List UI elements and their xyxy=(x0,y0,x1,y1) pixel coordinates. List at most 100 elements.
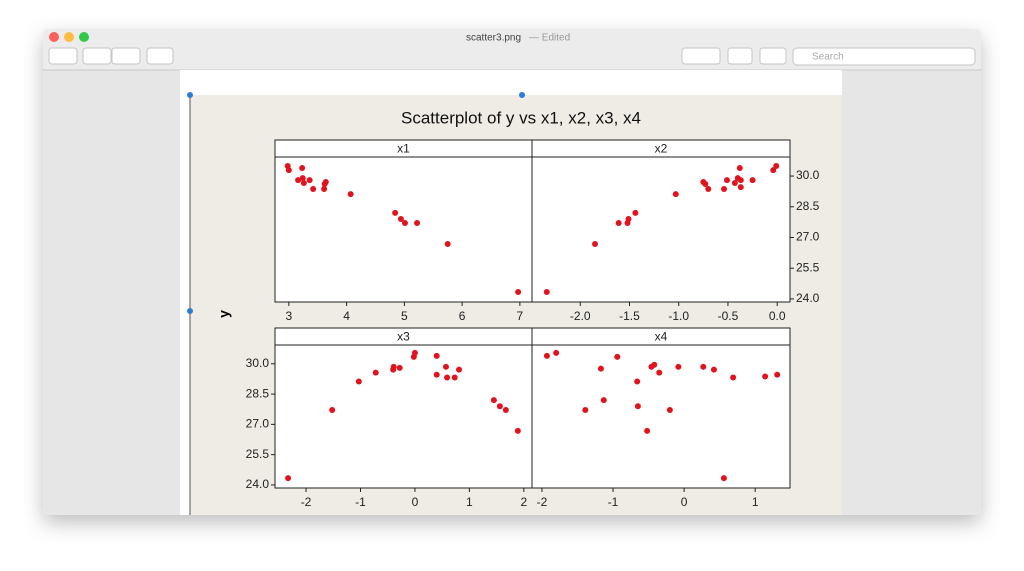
zoom-out-button[interactable] xyxy=(82,47,112,65)
point xyxy=(723,177,730,184)
point xyxy=(490,397,497,404)
point xyxy=(392,209,399,216)
point xyxy=(299,165,306,172)
zoom-button[interactable] xyxy=(79,32,89,42)
point xyxy=(300,180,307,187)
selection-handle[interactable] xyxy=(187,92,193,98)
panel-title: x4 xyxy=(655,330,668,344)
point xyxy=(582,407,589,414)
point xyxy=(433,352,440,359)
point xyxy=(514,427,521,434)
figure-title: Scatterplot of y vs x1, x2, x3, x4 xyxy=(401,108,641,127)
panel-strip xyxy=(531,139,791,158)
markup-button[interactable] xyxy=(681,47,721,65)
x-tick-label: 5 xyxy=(401,309,408,323)
x-tick-label: 6 xyxy=(459,309,466,323)
plots: x1 3 4 5 6 7 x2 -2.0 -1.5 -1.0 -0.5 0.0 24.0 25.5 27.0… xyxy=(246,139,820,509)
y-tick-label: 28.5 xyxy=(246,386,270,400)
x-tick-label: -0.5 xyxy=(718,309,739,323)
search-field[interactable] xyxy=(792,47,976,66)
point xyxy=(600,397,607,404)
x-tick-label: 7 xyxy=(517,309,524,323)
point xyxy=(321,185,328,192)
point xyxy=(634,403,641,410)
point xyxy=(442,363,449,370)
point xyxy=(736,165,743,172)
point xyxy=(675,363,682,370)
point xyxy=(295,177,302,184)
x-tick-label: -1 xyxy=(608,495,619,509)
close-button[interactable] xyxy=(49,32,59,42)
figure-ylabel: y xyxy=(216,310,232,318)
point xyxy=(614,353,621,360)
point xyxy=(414,219,421,226)
share-button[interactable] xyxy=(146,47,174,65)
x-tick-label: -1.0 xyxy=(668,309,689,323)
point xyxy=(285,167,292,174)
y-tick-label: 27.0 xyxy=(796,230,820,244)
point xyxy=(632,209,639,216)
point xyxy=(749,177,756,184)
point xyxy=(597,365,604,372)
panel-background xyxy=(274,344,533,489)
point xyxy=(737,184,744,191)
point xyxy=(401,219,408,226)
zoom-in-button[interactable] xyxy=(111,47,141,65)
y-tick-label: 28.5 xyxy=(796,199,820,213)
panel-strip xyxy=(531,327,791,346)
point xyxy=(310,185,317,192)
y-tick-label: 24.0 xyxy=(796,291,820,305)
point xyxy=(720,475,727,482)
point xyxy=(644,427,651,434)
panel-background xyxy=(274,156,533,303)
point xyxy=(666,407,673,414)
y-tick-label: 25.5 xyxy=(246,447,270,461)
rotate-button[interactable] xyxy=(727,47,753,65)
point xyxy=(515,288,522,295)
sidebar-button[interactable] xyxy=(48,47,78,65)
point xyxy=(347,191,354,198)
x-tick-label: -1 xyxy=(355,495,366,509)
point xyxy=(396,364,403,371)
x-tick-label: -1.5 xyxy=(619,309,640,323)
panel-background xyxy=(531,344,791,489)
point xyxy=(543,352,550,359)
point xyxy=(700,363,707,370)
y-tick-label: 27.0 xyxy=(246,417,270,431)
panel-background xyxy=(531,156,791,303)
point xyxy=(306,177,313,184)
point xyxy=(543,288,550,295)
point xyxy=(299,175,306,182)
point xyxy=(651,361,658,368)
point xyxy=(397,216,404,223)
point xyxy=(372,369,379,376)
minimize-button[interactable] xyxy=(64,32,74,42)
x-tick-label: 0 xyxy=(412,495,419,509)
point xyxy=(496,403,503,410)
point xyxy=(634,378,641,385)
point xyxy=(774,371,781,378)
point xyxy=(656,369,663,376)
selection-handle[interactable] xyxy=(519,92,525,98)
point xyxy=(456,366,463,373)
x-tick-label: 3 xyxy=(286,309,293,323)
annotate-button[interactable] xyxy=(759,47,787,65)
point xyxy=(444,374,451,381)
x-tick-label: 0 xyxy=(681,495,688,509)
x-tick-label: 4 xyxy=(343,309,350,323)
x-tick-label: -2 xyxy=(301,495,312,509)
point xyxy=(672,191,679,198)
point xyxy=(705,185,712,192)
point xyxy=(615,219,622,226)
point xyxy=(730,374,737,381)
window-status: — Edited xyxy=(529,33,570,44)
y-tick-label: 30.0 xyxy=(246,356,270,370)
selection-handle[interactable] xyxy=(187,308,193,314)
point xyxy=(773,163,780,170)
point xyxy=(731,180,738,187)
x-tick-label: 0.0 xyxy=(769,309,786,323)
x-tick-label: 1 xyxy=(466,495,473,509)
point xyxy=(710,366,717,373)
